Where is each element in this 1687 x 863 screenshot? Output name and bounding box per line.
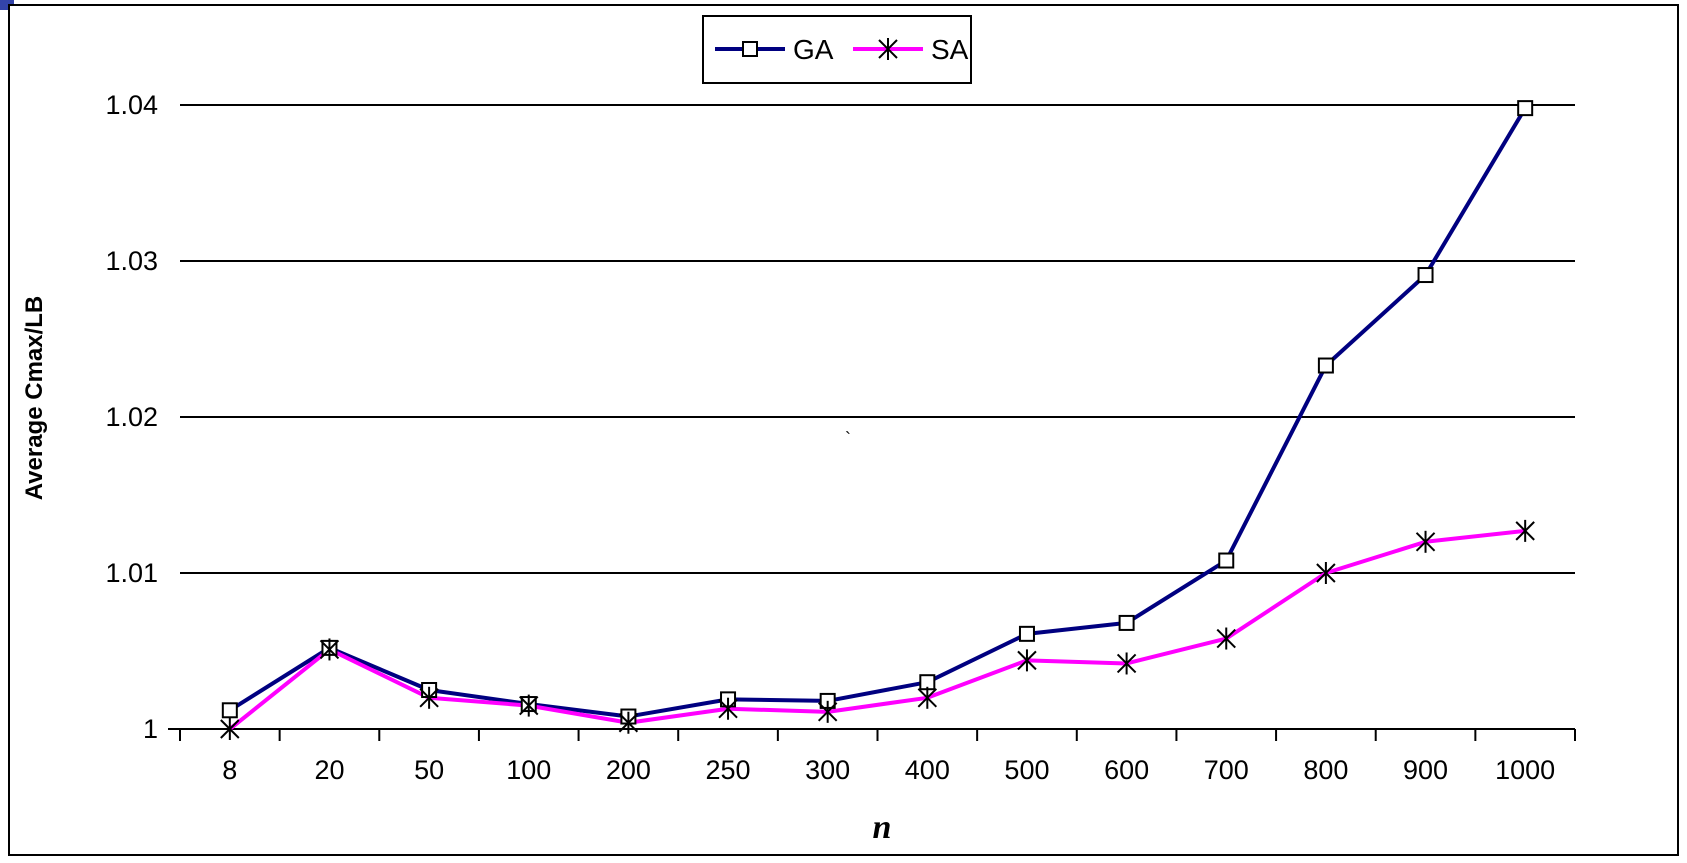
data-point-sa: [1116, 652, 1137, 675]
x-tick-label: 700: [1204, 755, 1249, 785]
x-tick-label: 100: [506, 755, 551, 785]
y-tick-label: 1: [143, 714, 158, 744]
data-point-ga: [1018, 625, 1035, 642]
legend-marker-ga: [742, 41, 758, 57]
data-point-sa: [1415, 530, 1436, 553]
x-tick-label: 300: [805, 755, 850, 785]
legend-marker-sa: [878, 38, 898, 60]
y-tick-label: 1.04: [105, 90, 158, 120]
data-point-sa: [519, 694, 539, 717]
chart-frame: [8, 4, 1679, 856]
legend-label-ga: GA: [793, 34, 834, 65]
data-point-sa: [1316, 562, 1336, 584]
x-tick-label: 50: [414, 755, 444, 785]
y-axis-title: Average Cmax/LB: [21, 296, 48, 501]
x-tick-label: 900: [1403, 755, 1448, 785]
x-tick-label: 600: [1104, 755, 1149, 785]
x-tick-label: 200: [606, 755, 651, 785]
data-point-sa: [1017, 649, 1037, 672]
data-point-ga: [1517, 100, 1534, 117]
grid-lines: [180, 104, 1575, 574]
x-tick-label: 250: [706, 755, 751, 785]
x-tick-label: 20: [314, 755, 344, 785]
series-line-sa: [228, 528, 1526, 731]
data-point-ga: [221, 702, 238, 719]
corner-decoration: [0, 0, 14, 10]
data-point-sa: [220, 718, 240, 740]
data-point-sa: [1216, 627, 1236, 650]
data-point-sa: [917, 686, 938, 709]
data-point-sa: [817, 700, 838, 723]
data-point-ga: [1417, 267, 1434, 284]
chart-legend: GA SA: [702, 15, 972, 84]
data-point-ga: [1317, 357, 1334, 374]
data-point-sa: [319, 638, 340, 661]
axes: 1 1.01 1.02 1.03 1.04 8 20 50 100 200 250 300 400 500…: [105, 90, 1576, 785]
data-series: [220, 100, 1535, 740]
data-point-ga: [1218, 552, 1235, 569]
x-tick-label: 8: [222, 755, 237, 785]
legend-label-sa: SA: [931, 34, 969, 65]
y-tick-label: 1.03: [105, 246, 158, 276]
series-line-ga: [228, 107, 1527, 719]
x-tick-label: 500: [1004, 755, 1049, 785]
x-tick-label: 400: [905, 755, 950, 785]
data-point-sa: [718, 697, 738, 720]
stray-annotation: `: [845, 429, 851, 449]
x-tick-label: 1000: [1495, 755, 1555, 785]
data-point-sa: [419, 686, 439, 709]
data-point-ga: [1118, 614, 1135, 631]
data-point-sa: [1515, 519, 1535, 542]
x-tick-label: 800: [1303, 755, 1348, 785]
y-tick-label: 1.02: [105, 402, 158, 432]
y-tick-label: 1.01: [105, 558, 158, 588]
x-axis-title: n: [873, 809, 892, 846]
data-point-sa: [618, 711, 639, 734]
